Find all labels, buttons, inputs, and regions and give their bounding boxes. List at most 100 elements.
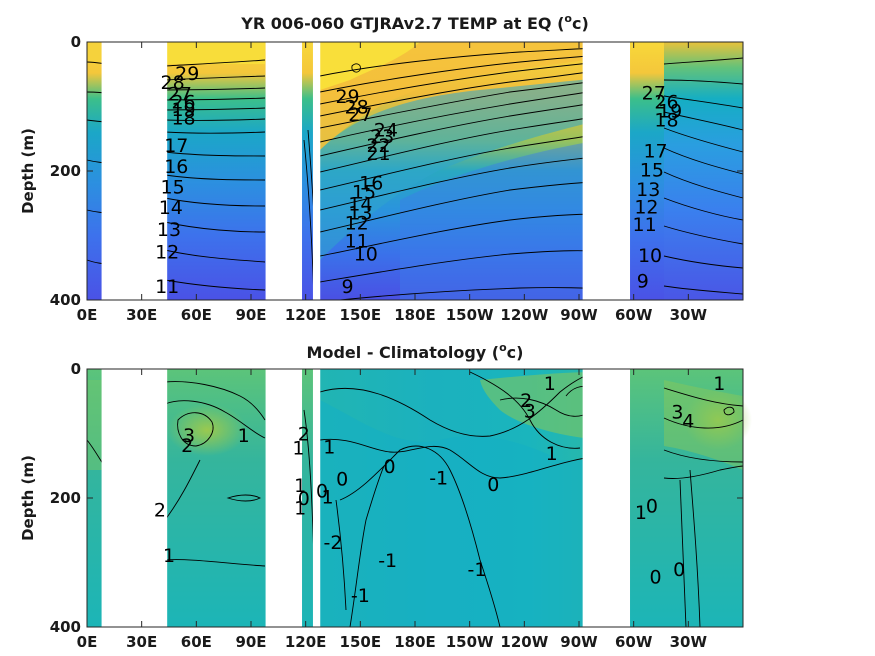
contour-label: 9 xyxy=(342,276,354,298)
contour-label: 13 xyxy=(157,219,181,241)
panel-temperature: YR 006-060 GTJRAv2.7 TEMP at EQ (oc) xyxy=(19,12,744,324)
panel-1-contour-labels: 2928272619181716151413121129282724232221… xyxy=(155,63,682,298)
y-tick-label: 400 xyxy=(50,291,81,309)
contour-label: 11 xyxy=(345,231,369,253)
contour-label: 0 xyxy=(673,559,685,581)
x-tick-label: 120E xyxy=(285,633,327,651)
y-tick-label: 200 xyxy=(50,162,81,180)
panel-difference: Model - Climatology (oc) xyxy=(19,341,752,651)
x-tick-label: 30E xyxy=(126,306,157,324)
x-tick-label: 90E xyxy=(235,633,266,651)
land-mask-2 xyxy=(312,369,321,627)
x-tick-label: 30E xyxy=(126,633,157,651)
contour-label: 17 xyxy=(164,135,188,157)
panel-1-land xyxy=(101,42,631,300)
contour-label: 24 xyxy=(374,120,398,142)
contour-label: 1 xyxy=(292,438,304,460)
panel-1-contours xyxy=(86,47,744,301)
contour-label: 1 xyxy=(323,436,335,458)
contour-label: 28 xyxy=(161,72,185,94)
panel-2-contours xyxy=(86,371,744,628)
y-tick-label: 0 xyxy=(71,33,81,51)
contour-label: 16 xyxy=(359,173,383,195)
contour-label: 1 xyxy=(635,502,647,524)
x-tick-label: 60W xyxy=(615,306,653,324)
contour-label: 0 xyxy=(298,488,310,510)
contour-label: 15 xyxy=(161,176,185,198)
contour-label: 27 xyxy=(168,84,192,106)
contour-label: 22 xyxy=(366,135,390,157)
contour-label: 1 xyxy=(321,487,333,509)
x-tick-label: 90E xyxy=(235,306,266,324)
contour-label: 3 xyxy=(183,425,195,447)
contour-label: 19 xyxy=(658,100,682,122)
contour-label: 1 xyxy=(294,475,306,497)
contour-label: 10 xyxy=(354,244,378,266)
x-tick-label: 150E xyxy=(340,633,382,651)
contour-label: 3 xyxy=(524,400,536,422)
contour-label: 27 xyxy=(348,104,372,126)
contour-label: 28 xyxy=(345,97,369,119)
contour-label: 27 xyxy=(642,82,666,104)
contour-label: 23 xyxy=(370,126,394,148)
contour-label: 0 xyxy=(316,480,328,502)
panel-2-axes: 0E 30E 60E 90E 120E 150E 180E 150W 120W 90W 60W 30W… xyxy=(50,360,743,651)
contour-label: 13 xyxy=(348,202,372,224)
x-tick-label: 0E xyxy=(77,633,98,651)
contour-label: 12 xyxy=(155,242,179,264)
x-tick-label: 30W xyxy=(670,306,708,324)
panel-2-land xyxy=(101,369,631,627)
contour-label: 0 xyxy=(336,469,348,491)
contour-label: 11 xyxy=(633,214,657,236)
x-tick-label: 60E xyxy=(181,633,212,651)
contour-label: 21 xyxy=(366,143,390,165)
y-tick-label: 400 xyxy=(50,618,81,636)
x-tick-label: 30W xyxy=(670,633,708,651)
x-tick-label: 90W xyxy=(560,306,598,324)
x-tick-label: 120W xyxy=(500,306,548,324)
contour-label: 0 xyxy=(383,456,395,478)
y-tick-label: 200 xyxy=(50,489,81,507)
contour-label: -1 xyxy=(378,550,397,572)
panel-2-y-label: Depth (m) xyxy=(19,455,37,541)
x-tick-label: 150W xyxy=(446,306,494,324)
land-mask-0 xyxy=(101,369,168,627)
x-tick-label: 150W xyxy=(446,633,494,651)
panel-2-title: Model - Climatology (oc) xyxy=(307,341,524,362)
contour-label: 17 xyxy=(643,140,667,162)
contour-label: 0 xyxy=(649,567,661,589)
contour-label: 1 xyxy=(163,545,175,567)
x-tick-label: 60W xyxy=(615,633,653,651)
contour-label: 1 xyxy=(544,373,556,395)
contour-label: -2 xyxy=(324,532,343,554)
contour-label: 16 xyxy=(164,156,188,178)
contour-label: 13 xyxy=(636,179,660,201)
contour-label: -1 xyxy=(467,559,486,581)
x-tick-label: 0E xyxy=(77,306,98,324)
contour-label: 2 xyxy=(154,500,166,522)
contour-label: 12 xyxy=(634,196,658,218)
y-tick-label: 0 xyxy=(71,360,81,378)
contour-label: 4 xyxy=(682,411,694,433)
contour-label: 14 xyxy=(159,197,183,219)
contour-label: 2 xyxy=(181,435,193,457)
contour-label: 15 xyxy=(640,160,664,182)
contour-label: 1 xyxy=(238,425,250,447)
x-tick-label: 180E xyxy=(394,306,436,324)
land-mask-1 xyxy=(265,42,303,300)
contour-label: 12 xyxy=(345,213,369,235)
land-mask-3 xyxy=(582,42,631,300)
x-tick-label: 180E xyxy=(394,633,436,651)
contour-label: -1 xyxy=(429,467,448,489)
contour-label: 2 xyxy=(298,424,310,446)
contour-label: 9 xyxy=(637,271,649,293)
panel-2-field xyxy=(87,369,752,627)
contour-label: 29 xyxy=(175,63,199,85)
land-mask-1 xyxy=(265,369,303,627)
x-tick-label: 60E xyxy=(181,306,212,324)
contour-label: 1 xyxy=(546,443,558,465)
contour-label: -1 xyxy=(351,585,370,607)
panel-1-y-label: Depth (m) xyxy=(19,128,37,214)
contour-label: 1 xyxy=(713,373,725,395)
contour-label: 1 xyxy=(294,498,306,520)
